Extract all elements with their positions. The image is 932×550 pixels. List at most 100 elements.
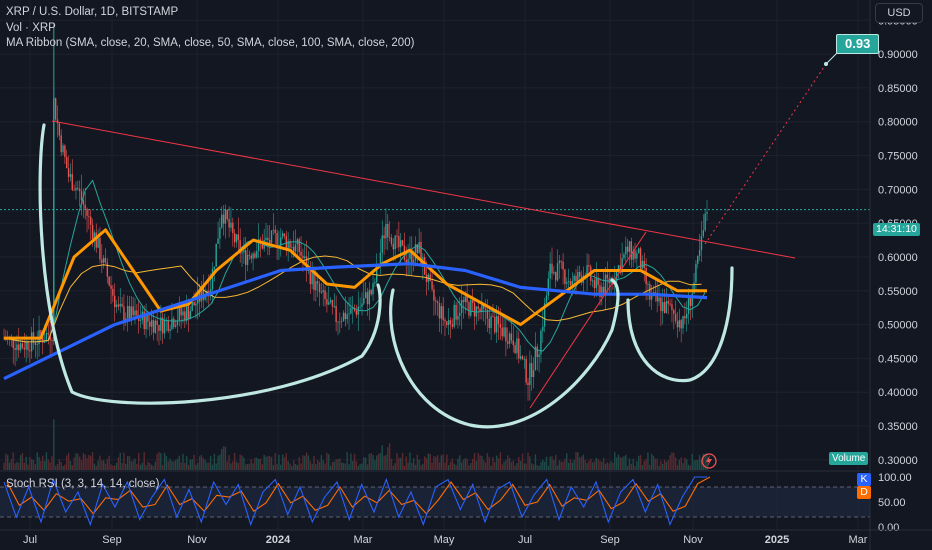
volume-bar <box>73 457 75 470</box>
volume-bar <box>202 457 204 470</box>
candle-body <box>617 265 620 270</box>
volume-bar <box>684 457 686 470</box>
volume-bar <box>674 457 677 470</box>
volume-bar <box>29 456 31 470</box>
volume-bar <box>473 452 476 470</box>
candle-body <box>34 342 37 345</box>
volume-bar <box>278 454 280 470</box>
candle-body <box>706 212 708 214</box>
volume-bar <box>545 456 548 470</box>
volume-bar <box>335 459 337 470</box>
volume-bar <box>3 462 5 470</box>
candle-body <box>647 284 649 285</box>
candle-body <box>97 237 99 248</box>
volume-bar <box>114 465 116 470</box>
volume-bar <box>104 463 107 470</box>
volume-bar <box>128 456 131 470</box>
volume-bar <box>274 453 276 470</box>
candle-body <box>492 316 494 318</box>
volume-bar <box>601 462 603 470</box>
ma-ribbon-legend[interactable]: MA Ribbon (SMA, close, 20, SMA, close, 5… <box>6 37 415 49</box>
volume-bar <box>385 454 387 470</box>
volume-bar <box>700 459 703 470</box>
candle-body <box>387 223 389 238</box>
candle-body <box>21 343 24 348</box>
volume-bar <box>136 464 138 470</box>
candle-body <box>638 248 640 254</box>
price-tick-label: 0.90000 <box>878 49 918 61</box>
volume-bar <box>93 463 96 470</box>
currency-button[interactable]: USD <box>875 3 923 23</box>
volume-bar <box>536 465 538 470</box>
ma-100-line <box>3 255 702 343</box>
candle-body <box>184 311 186 321</box>
candle-body <box>486 310 489 319</box>
volume-bar <box>331 461 334 470</box>
candle-body <box>508 333 511 344</box>
candle-body <box>161 317 164 334</box>
candle-body <box>221 214 223 228</box>
volume-bar <box>62 465 64 470</box>
candle-body <box>595 277 597 289</box>
candle-body <box>599 285 601 297</box>
cup-handle-drawing <box>38 123 734 429</box>
time-tick-label: 2025 <box>765 534 789 546</box>
candle-body <box>134 310 136 316</box>
volume-bar <box>612 462 614 470</box>
candle-body <box>355 310 358 315</box>
candle-body <box>200 287 203 302</box>
volume-bar <box>497 458 500 470</box>
volume-bar <box>376 455 378 470</box>
volume-bar <box>623 456 625 470</box>
volume-bar <box>523 463 526 470</box>
volume-bar <box>241 455 243 470</box>
candle-body <box>457 315 459 320</box>
candle-body <box>464 296 466 302</box>
volume-bar <box>492 457 494 470</box>
volume-bar <box>217 455 219 470</box>
candle-body <box>60 135 62 153</box>
volume-legend[interactable]: Vol · XRP <box>6 21 56 34</box>
candle-body <box>477 306 479 309</box>
candle-body <box>45 333 48 341</box>
chart-grid <box>0 0 870 530</box>
volume-bar <box>252 463 254 470</box>
candle-body <box>56 119 59 124</box>
candle-body <box>353 308 356 311</box>
candle-body <box>466 296 468 303</box>
volume-bar <box>226 461 228 470</box>
time-tick-label: Mar <box>354 534 373 546</box>
volume-bar <box>698 455 701 470</box>
volume-bar <box>248 463 251 470</box>
stoch-rsi-legend[interactable]: Stoch RSI (3, 3, 14, 14, close) <box>6 478 160 490</box>
volume-bar <box>505 460 507 470</box>
candle-body <box>606 274 609 279</box>
candle-body <box>78 188 81 192</box>
volume-bar <box>673 452 675 470</box>
volume-bar <box>167 461 169 470</box>
volume-bar <box>296 465 299 470</box>
candle-body <box>304 256 306 259</box>
candle-body <box>560 260 562 262</box>
volume-bar <box>689 465 692 470</box>
candle-body <box>335 306 337 323</box>
candle-body <box>91 224 94 240</box>
stoch-d-line <box>6 476 711 515</box>
candle-body <box>667 301 669 304</box>
candle-body <box>43 340 46 343</box>
volume-bar <box>66 455 68 470</box>
candle-body <box>695 263 697 283</box>
volume-bar <box>470 463 472 470</box>
volume-bar <box>95 465 97 470</box>
volume-bar <box>173 461 175 470</box>
symbol-title[interactable]: XRP / U.S. Dollar, 1D, BITSTAMP <box>6 6 179 18</box>
volume-bar <box>32 459 35 470</box>
candle-body <box>545 295 548 304</box>
volume-bar <box>617 454 620 470</box>
candle-body <box>102 258 105 263</box>
volume-bar <box>634 465 636 470</box>
candle-body <box>313 271 315 290</box>
volume-bar <box>686 459 688 470</box>
volume-bar <box>359 463 361 470</box>
